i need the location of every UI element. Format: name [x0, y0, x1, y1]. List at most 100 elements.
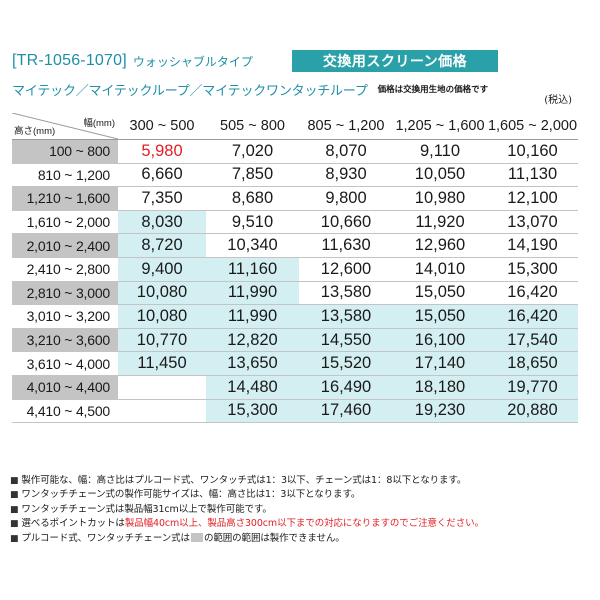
- price-cell: 19,770: [487, 375, 578, 400]
- table-row: 1,210 ~ 1,600 7,350 8,680 9,800 10,980 1…: [12, 186, 578, 211]
- price-cell: 16,420: [487, 281, 578, 306]
- price-cell: 5,980: [118, 139, 206, 164]
- price-cell: 11,160: [206, 257, 299, 282]
- price-cell: 14,190: [487, 233, 578, 258]
- price-cell: 14,010: [393, 257, 487, 282]
- tax-label: (税込): [544, 95, 572, 106]
- note-item: ■ ワンタッチチェーン式の製作可能サイズは、幅：高さ比は1：3以下となります。: [10, 488, 590, 502]
- table-row: 2,010 ~ 2,400 8,720 10,340 11,630 12,960…: [12, 233, 578, 258]
- price-cell: 8,680: [206, 186, 299, 211]
- corner-diagonal: [12, 113, 118, 139]
- price-cell: 15,520: [299, 351, 393, 376]
- column-header: 1,205 ~ 1,600: [393, 113, 487, 140]
- table-header-row: 幅(mm) 高さ(mm) 300 ~ 500 505 ~ 800 805 ~ 1…: [12, 113, 578, 140]
- gray-swatch-icon: [190, 532, 203, 542]
- note-text: ワンタッチチェーン式の製作可能サイズは、幅：高さ比は1：3以下となります。: [21, 489, 361, 501]
- price-cell: 10,080: [118, 304, 206, 329]
- price-cell: 13,070: [487, 210, 578, 235]
- price-cell: 10,660: [299, 210, 393, 235]
- price-cell: 10,980: [393, 186, 487, 211]
- price-table: 幅(mm) 高さ(mm) 300 ~ 500 505 ~ 800 805 ~ 1…: [12, 113, 578, 424]
- price-cell: 14,550: [299, 328, 393, 353]
- price-cell: 10,050: [393, 163, 487, 188]
- note-text: ワンタッチチェーン式は製品幅31cm以上で製作可能です。: [21, 503, 272, 515]
- table-row: 4,410 ~ 4,500 15,300 17,460 19,230 20,88…: [12, 399, 578, 424]
- series-names: マイテック／マイテックループ／マイテックワンタッチループ: [12, 83, 368, 99]
- row-header: 2,410 ~ 2,800: [12, 257, 118, 282]
- title-banner: 交換用スクリーン価格: [292, 50, 498, 72]
- price-cell: 13,650: [206, 351, 299, 376]
- note-warning: 製品幅40cm以上、製品高さ300cm以下までの対応になりますのでご注意ください…: [124, 518, 484, 530]
- price-cell: 18,650: [487, 351, 578, 376]
- price-cell: 8,930: [299, 163, 393, 188]
- note-item: ■ 製作可能な、幅：高さ比はプルコード式、ワンタッチ式は1：3以下、チェーン式は1…: [10, 474, 590, 488]
- title-row: [TR-1056-1070] ウォッシャブルタイプ: [12, 50, 253, 72]
- table-row: 100 ~ 800 5,980 7,020 8,070 9,110 10,160: [12, 139, 578, 164]
- note-text: プルコード式、ワンタッチチェーン式は: [21, 532, 190, 544]
- table-row: 3,010 ~ 3,200 10,080 11,990 13,580 15,05…: [12, 304, 578, 329]
- row-header: 4,010 ~ 4,400: [12, 375, 118, 400]
- table-corner: 幅(mm) 高さ(mm): [12, 113, 118, 140]
- table-row: 4,010 ~ 4,400 14,480 16,490 18,180 19,77…: [12, 375, 578, 400]
- price-cell: 12,820: [206, 328, 299, 353]
- price-cell: 18,180: [393, 375, 487, 400]
- square-bullet-icon: ■: [10, 519, 19, 530]
- price-cell: 14,480: [206, 375, 299, 400]
- table-row: 810 ~ 1,200 6,660 7,850 8,930 10,050 11,…: [12, 163, 578, 188]
- row-header: 2,810 ~ 3,000: [12, 281, 118, 306]
- series-row: マイテック／マイテックループ／マイテックワンタッチループ 価格は交換用生地の価格…: [12, 79, 488, 99]
- price-cell: 10,770: [118, 328, 206, 353]
- square-bullet-icon: ■: [10, 504, 19, 515]
- price-cell: 11,630: [299, 233, 393, 258]
- price-cell: 9,400: [118, 257, 206, 282]
- width-label: 幅(mm): [83, 118, 115, 129]
- note-item: ■ プルコード式、ワンタッチチェーン式は の範囲の範囲は製作できません。: [10, 532, 590, 546]
- price-cell: 19,230: [393, 399, 487, 424]
- price-cell: 9,110: [393, 139, 487, 164]
- product-type: ウォッシャブルタイプ: [132, 54, 253, 69]
- height-label: 高さ(mm): [14, 126, 56, 137]
- note-text: 製作可能な、幅：高さ比はプルコード式、ワンタッチ式は1：3以下、チェーン式は1：…: [21, 475, 467, 486]
- note-item: ■ 選べるポイントカットは製品幅40cm以上、製品高さ300cm以下までの対応にな…: [10, 517, 590, 531]
- price-cell: [118, 375, 206, 400]
- price-cell: 11,450: [118, 351, 206, 376]
- column-header: 300 ~ 500: [118, 113, 206, 140]
- column-header: 1,605 ~ 2,000: [487, 113, 578, 140]
- price-cell: 7,350: [118, 186, 206, 211]
- price-cell: 10,340: [206, 233, 299, 258]
- row-header: 810 ~ 1,200: [12, 163, 118, 188]
- note-item: ■ ワンタッチチェーン式は製品幅31cm以上で製作可能です。: [10, 503, 590, 517]
- price-cell: 12,100: [487, 186, 578, 211]
- square-bullet-icon: ■: [10, 533, 19, 544]
- row-header: 3,610 ~ 4,000: [12, 351, 118, 376]
- column-header: 805 ~ 1,200: [299, 113, 393, 140]
- price-cell: 16,490: [299, 375, 393, 400]
- table-row: 3,610 ~ 4,000 11,450 13,650 15,520 17,14…: [12, 351, 578, 376]
- price-cell: 8,720: [118, 233, 206, 258]
- price-cell: 17,540: [487, 328, 578, 353]
- row-header: 2,010 ~ 2,400: [12, 233, 118, 258]
- column-header: 505 ~ 800: [206, 113, 299, 140]
- note-text: 選べるポイントカットは: [21, 518, 125, 530]
- price-cell: 11,130: [487, 163, 578, 188]
- row-header: 1,610 ~ 2,000: [12, 210, 118, 235]
- price-cell: 17,140: [393, 351, 487, 376]
- price-cell: 7,020: [206, 139, 299, 164]
- price-cell: 6,660: [118, 163, 206, 188]
- price-cell: 9,510: [206, 210, 299, 235]
- price-cell: 20,880: [487, 399, 578, 424]
- price-cell: 8,030: [118, 210, 206, 235]
- price-cell: 7,850: [206, 163, 299, 188]
- price-cell: 17,460: [299, 399, 393, 424]
- row-header: 4,410 ~ 4,500: [12, 399, 118, 424]
- row-header: 100 ~ 800: [12, 139, 118, 164]
- price-cell: 10,080: [118, 281, 206, 306]
- price-cell: 15,300: [487, 257, 578, 282]
- row-header: 3,210 ~ 3,600: [12, 328, 118, 353]
- price-cell: 12,960: [393, 233, 487, 258]
- price-cell: 15,300: [206, 399, 299, 424]
- row-header: 3,010 ~ 3,200: [12, 304, 118, 329]
- note-text: の範囲の範囲は製作できません。: [203, 532, 345, 544]
- price-cell: 8,070: [299, 139, 393, 164]
- price-cell: 13,580: [299, 281, 393, 306]
